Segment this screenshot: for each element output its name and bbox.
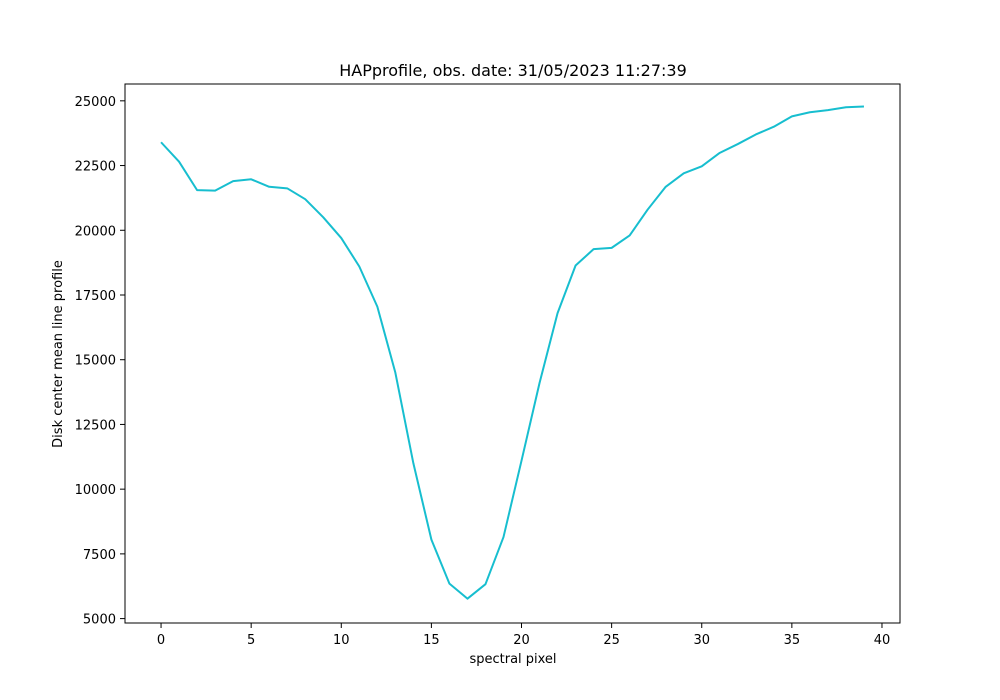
y-tick-label: 10000: [75, 483, 116, 498]
x-tick-label: 15: [423, 633, 440, 648]
x-tick-label: 40: [874, 633, 891, 648]
x-tick-label: 30: [693, 633, 710, 648]
series-line: [160, 105, 864, 600]
plot-area-frame: [124, 83, 901, 624]
x-tick-label: 35: [784, 633, 801, 648]
x-tick-label: 10: [333, 633, 350, 648]
axis-ticks: 0 5 10 15 20 25 30 35 40 5000 7500 10000 12500 15000 1…: [75, 95, 891, 648]
y-tick-label: 15000: [75, 354, 116, 369]
chart-title: HAPprofile, obs. date: 31/05/2023 11:27:…: [339, 61, 687, 80]
y-tick-label: 12500: [75, 418, 116, 433]
y-tick-label: 20000: [75, 224, 116, 239]
x-tick-label: 5: [247, 633, 255, 648]
y-tick-label: 17500: [75, 289, 116, 304]
y-axis-label: Disk center mean line profile: [51, 260, 66, 448]
y-tick-label: 22500: [75, 160, 116, 175]
x-tick-label: 0: [157, 633, 165, 648]
y-tick-label: 5000: [83, 613, 116, 628]
x-axis-label: spectral pixel: [469, 652, 556, 667]
x-tick-label: 20: [513, 633, 530, 648]
x-tick-label: 25: [603, 633, 620, 648]
y-tick-label: 7500: [83, 548, 116, 563]
y-tick-label: 25000: [75, 95, 116, 110]
